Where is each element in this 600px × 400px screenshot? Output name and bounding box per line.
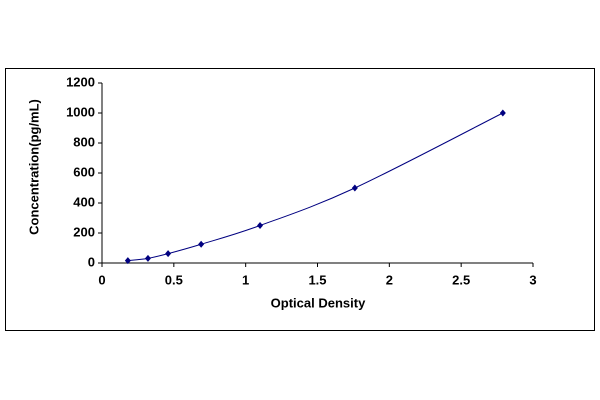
x-tick-label: 2.5 [452, 272, 470, 287]
y-tick-label: 200 [73, 224, 95, 239]
chart-frame [5, 68, 595, 331]
x-tick-label: 0.5 [165, 272, 183, 287]
y-tick-label: 600 [73, 164, 95, 179]
y-tick-label: 1000 [66, 104, 95, 119]
data-point [198, 240, 205, 248]
data-point [124, 257, 131, 265]
data-point [144, 254, 151, 262]
data-point [351, 184, 358, 192]
data-point [165, 250, 172, 258]
x-axis-label: Optical Density [271, 295, 366, 310]
x-tick-label: 1 [242, 272, 249, 287]
y-tick-label: 1200 [66, 74, 95, 89]
data-point [499, 109, 506, 117]
y-tick-label: 0 [88, 254, 95, 269]
x-tick-label: 0 [98, 272, 105, 287]
y-tick-label: 800 [73, 134, 95, 149]
data-point [257, 222, 264, 229]
x-tick-label: 3 [529, 272, 536, 287]
fit-curve [127, 112, 504, 262]
y-axis-label: Concentration(pg/mL) [26, 99, 41, 235]
x-tick-label: 2 [386, 272, 393, 287]
x-tick-label: 1.5 [308, 272, 326, 287]
y-tick-label: 400 [73, 194, 95, 209]
